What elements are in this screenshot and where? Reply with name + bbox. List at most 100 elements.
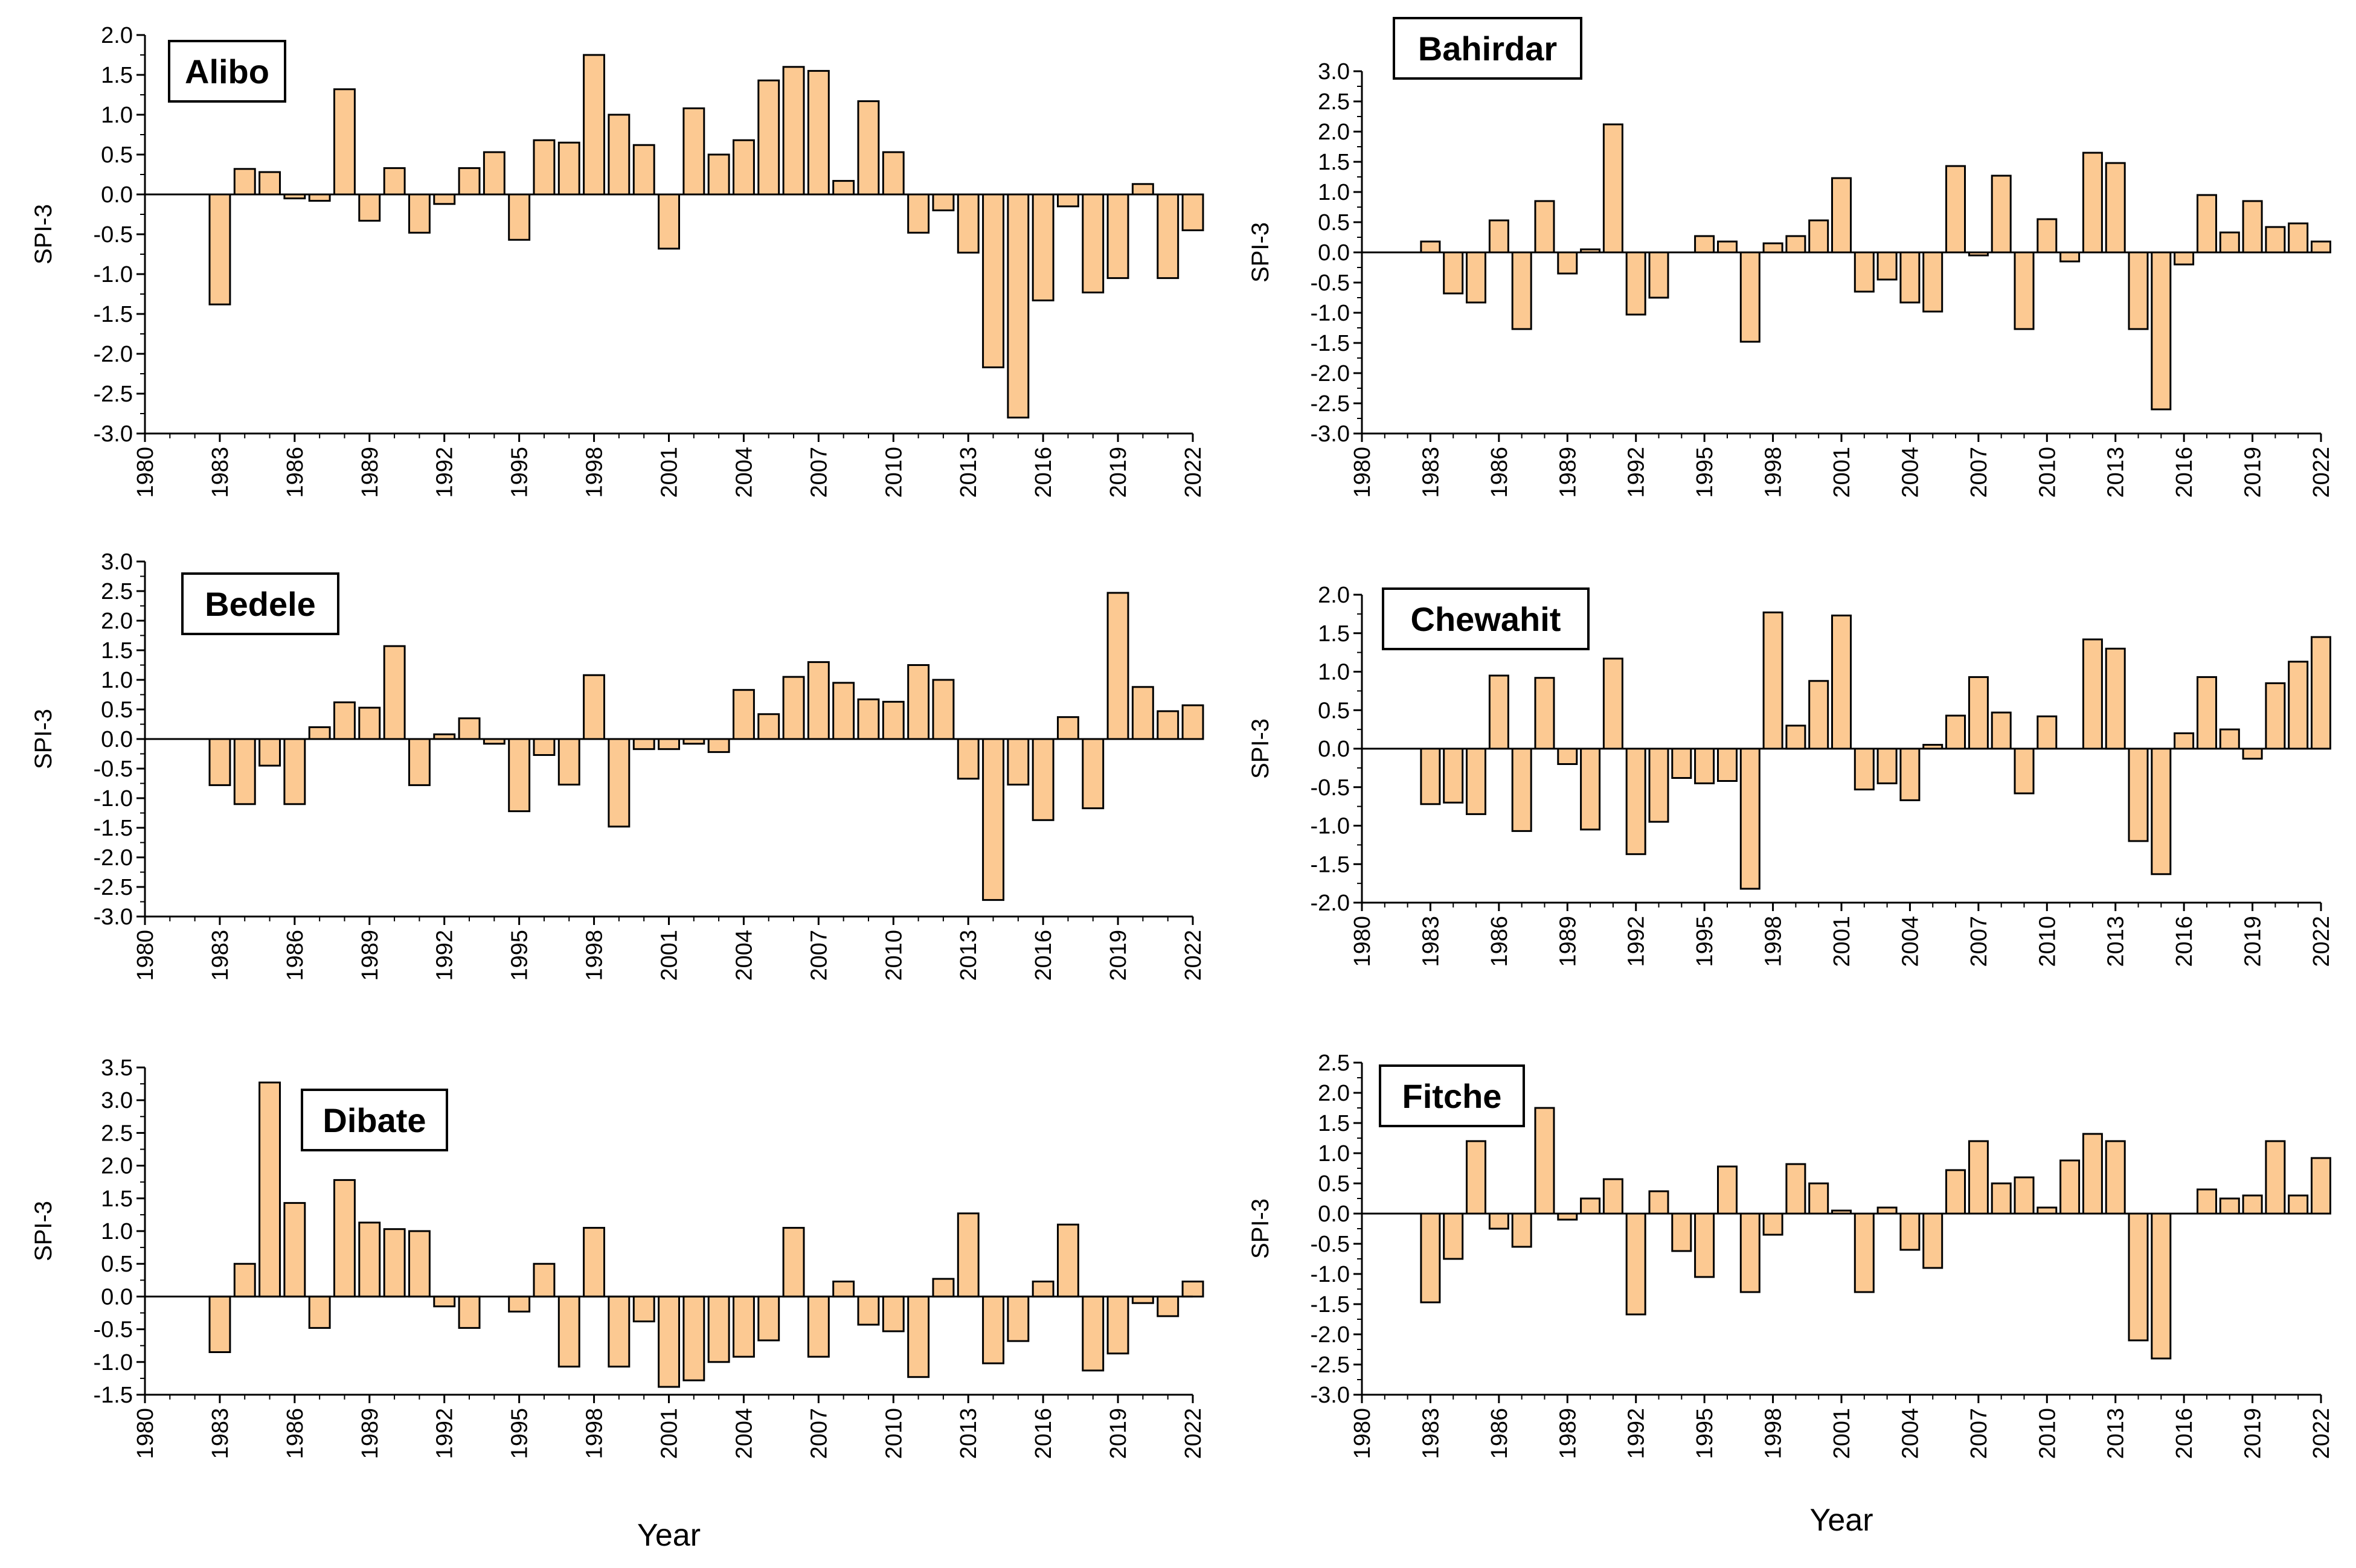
bar-bahirdar-1996 — [1717, 240, 1738, 254]
x-tick-label: 1983 — [208, 1408, 233, 1459]
x-tick-label: 2019 — [1106, 447, 1131, 498]
bar-alibo-1993 — [458, 167, 481, 196]
bar-dibate-2002 — [682, 1295, 705, 1381]
bar-fitche-1999 — [1785, 1163, 1806, 1215]
bar-fitche-1991 — [1602, 1178, 1623, 1215]
y-tick-label: -1.5 — [1311, 1292, 1350, 1317]
y-tick-label: -2.0 — [1311, 891, 1350, 916]
bar-chewahit-2013 — [2105, 647, 2126, 750]
bar-alibo-2021 — [1157, 193, 1180, 280]
bar-fitche-1997 — [1739, 1212, 1761, 1293]
bar-chewahit-2021 — [2288, 661, 2309, 750]
bar-alibo-2012 — [932, 193, 955, 211]
x-tick-label: 2016 — [1031, 1408, 1056, 1459]
bar-fitche-2015 — [2151, 1212, 2172, 1360]
bar-fitche-1983 — [1420, 1212, 1441, 1304]
y-axis-label: SPI-3 — [1247, 718, 1274, 779]
y-tick-label: -1.5 — [94, 816, 133, 841]
station-label-fitche: Fitche — [1402, 1077, 1502, 1115]
y-tick-label: -2.5 — [1311, 1352, 1350, 1378]
bar-dibate-2017 — [1057, 1223, 1079, 1298]
y-tick-label: 0.0 — [101, 182, 133, 208]
bar-chewahit-2010 — [2037, 715, 2058, 750]
bar-bedele-2019 — [1106, 592, 1129, 740]
bar-alibo-1988 — [333, 88, 356, 196]
bar-dibate-1995 — [508, 1295, 531, 1313]
bar-dibate-2019 — [1106, 1295, 1129, 1355]
x-tick-label: 2010 — [881, 930, 907, 981]
bar-bahirdar-1983 — [1420, 240, 1441, 254]
bar-bahirdar-1988 — [1534, 200, 1555, 254]
bar-bedele-1995 — [508, 738, 531, 813]
bar-bedele-1984 — [233, 738, 256, 805]
bar-bedele-2020 — [1131, 686, 1154, 740]
y-tick-label: 1.5 — [1318, 621, 1350, 647]
station-label-bahirdar: Bahirdar — [1418, 30, 1557, 68]
bar-fitche-2005 — [1922, 1212, 1944, 1269]
bar-chewahit-2008 — [1991, 711, 2012, 750]
bar-alibo-2004 — [733, 139, 755, 196]
station-label-box — [168, 40, 286, 103]
bar-bahirdar-2008 — [1991, 174, 2012, 254]
bar-alibo-2022 — [1181, 193, 1204, 231]
y-tick-label: 2.5 — [1318, 89, 1350, 115]
x-tick-label: 2010 — [881, 1408, 907, 1459]
y-tick-label: 1.0 — [101, 1219, 133, 1244]
bar-alibo-1996 — [533, 139, 556, 196]
bar-dibate-1990 — [383, 1228, 406, 1298]
bar-dibate-1983 — [208, 1295, 231, 1353]
x-tick-label: 1989 — [1555, 447, 1581, 498]
y-tick-label: -1.0 — [1311, 814, 1350, 839]
y-tick-label: 3.0 — [101, 549, 133, 575]
x-tick-label: 2022 — [2309, 916, 2334, 967]
y-tick-label: 0.5 — [1318, 698, 1350, 723]
bar-alibo-2015 — [1007, 193, 1030, 419]
station-label-box — [1379, 1064, 1525, 1127]
x-tick-label: 1995 — [1692, 916, 1718, 967]
bar-bahirdar-1995 — [1694, 235, 1715, 254]
bar-fitche-2014 — [2128, 1212, 2149, 1342]
bar-alibo-2006 — [782, 66, 805, 196]
x-tick-label: 2013 — [2104, 916, 2129, 967]
bar-bahirdar-2021 — [2288, 222, 2309, 254]
bar-alibo-2014 — [982, 193, 1004, 368]
bar-bahirdar-1984 — [1443, 251, 1464, 295]
bar-bahirdar-1989 — [1557, 251, 1578, 275]
bar-bedele-1993 — [458, 717, 481, 740]
y-tick-label: -1.5 — [1311, 331, 1350, 356]
x-tick-label: 2004 — [1898, 916, 1923, 967]
y-tick-label: 3.5 — [101, 1055, 133, 1081]
chart-fitche: -3.0 -2.5 -2.0 -1.5 -1.0 -0.5 0.0 0.5 1.0 1.5 2.0 2… — [1247, 1051, 2334, 1538]
chart-bedele: -3.0 -2.5 -2.0 -1.5 -1.0 -0.5 0.0 0.5 1.0 1.5 2.0 2… — [30, 549, 1206, 981]
bar-fitche-2013 — [2105, 1140, 2126, 1215]
bar-bedele-2021 — [1157, 710, 1180, 740]
bar-bedele-1987 — [308, 726, 331, 740]
bar-bahirdar-2011 — [2059, 251, 2081, 263]
bar-fitche-2019 — [2242, 1194, 2263, 1215]
x-tick-label: 1995 — [1692, 1408, 1718, 1459]
x-tick-label: 2007 — [806, 447, 832, 498]
bar-fitche-2004 — [1899, 1212, 1921, 1251]
y-tick-label: -1.0 — [94, 786, 133, 811]
x-tick-label: 1998 — [1761, 447, 1786, 498]
bar-fitche-1984 — [1443, 1212, 1464, 1260]
chart-alibo: -3.0 -2.5 -2.0 -1.5 -1.0 -0.5 0.0 0.5 1.0 1.5 2.0 1… — [30, 23, 1206, 498]
x-tick-label: 1992 — [432, 447, 458, 498]
y-tick-label: -2.0 — [1311, 361, 1350, 386]
bar-dibate-2018 — [1082, 1295, 1105, 1372]
y-tick-label: -1.5 — [1311, 852, 1350, 877]
bar-dibate-2005 — [757, 1295, 780, 1342]
y-tick-label: -1.0 — [1311, 1262, 1350, 1287]
bar-bahirdar-2006 — [1945, 165, 1966, 254]
bar-fitche-1987 — [1511, 1212, 1532, 1248]
bar-bedele-1999 — [608, 738, 631, 828]
y-tick-label: 1.0 — [101, 668, 133, 693]
x-tick-label: 2016 — [2172, 916, 2197, 967]
y-axis-label: SPI-3 — [1247, 222, 1274, 283]
bar-fitche-1994 — [1671, 1212, 1692, 1252]
bar-alibo-1999 — [608, 114, 631, 196]
x-tick-label: 1995 — [507, 1408, 533, 1459]
bar-alibo-1997 — [557, 141, 580, 196]
bar-chewahit-2014 — [2128, 747, 2149, 842]
